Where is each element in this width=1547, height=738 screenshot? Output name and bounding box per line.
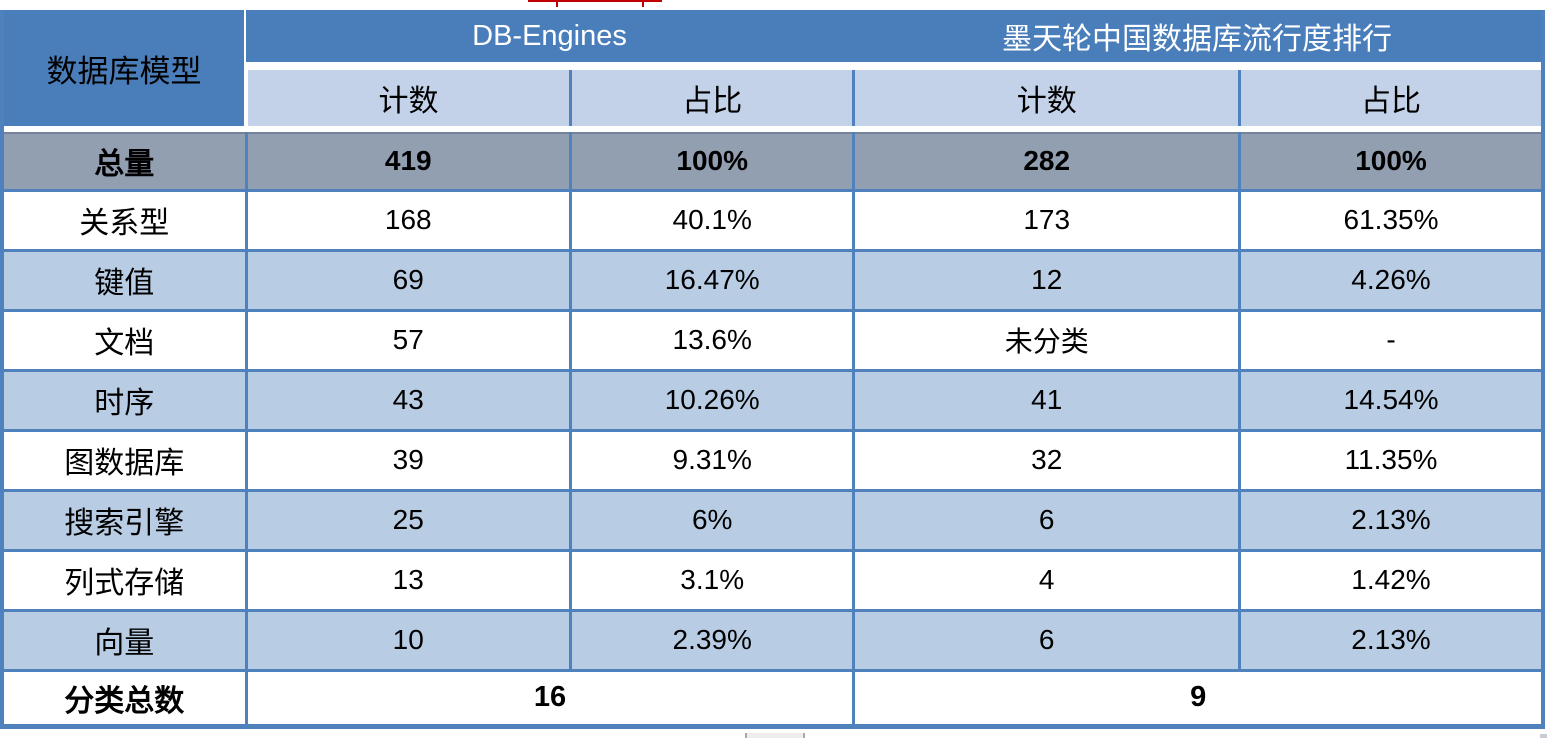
row-label: 文档 — [2, 310, 246, 372]
table-row: 列式存储 13 3.1% 4 1.42% — [2, 550, 1543, 612]
cell-value: 69 — [244, 250, 571, 312]
cell-value: 16.47% — [568, 250, 854, 312]
cell-value: 2.39% — [568, 610, 854, 672]
corner-header-cell: 数据库模型 — [2, 10, 246, 126]
red-underline-tick — [556, 0, 558, 7]
cell-value: 173 — [852, 190, 1240, 252]
cell-value: 40.1% — [568, 190, 854, 252]
row-label: 键值 — [2, 250, 246, 312]
cell-value: 100% — [1238, 132, 1543, 192]
cell-value: 6 — [852, 610, 1240, 672]
cell-value: 4.26% — [1238, 250, 1543, 312]
cell-value: 10 — [244, 610, 571, 672]
cell-value: 39 — [244, 430, 571, 492]
header-gap — [2, 62, 1543, 70]
cell-value: 10.26% — [568, 370, 854, 432]
cell-value: 11.35% — [1238, 430, 1543, 492]
cell-value: 419 — [244, 132, 571, 192]
cell-value: 14.54% — [1238, 370, 1543, 432]
row-label: 向量 — [2, 610, 246, 672]
cell-value: 6% — [568, 490, 854, 552]
cell-value: 13.6% — [568, 310, 854, 372]
table-row: 关系型 168 40.1% 173 61.35% — [2, 190, 1543, 252]
row-label: 图数据库 — [2, 430, 246, 492]
cell-value: 4 — [852, 550, 1240, 612]
cell-value: 12 — [852, 250, 1240, 312]
table-row: 文档 57 13.6% 未分类 - — [2, 310, 1543, 372]
sub-header-share-modb: 占比 — [1238, 70, 1543, 126]
scrollbar-corner-fragment — [1540, 734, 1547, 738]
row-label: 分类总数 — [2, 670, 246, 726]
cell-value: 25 — [244, 490, 571, 552]
cell-value: 1.42% — [1238, 550, 1543, 612]
total-row: 总量 419 100% 282 100% — [2, 132, 1543, 192]
sub-header-row: 计数 占比 计数 占比 — [2, 70, 1543, 126]
red-underline-artifact — [528, 0, 662, 2]
table-row: 向量 10 2.39% 6 2.13% — [2, 610, 1543, 672]
group-header-modb: 墨天轮中国数据库流行度排行 — [1002, 23, 1392, 56]
database-model-comparison-table: 数据库模型 DB-Engines 墨天轮中国数据库流行度排行 计数 占比 计数 … — [0, 10, 1545, 729]
cell-value: 3.1% — [568, 550, 854, 612]
row-label: 关系型 — [2, 190, 246, 252]
cell-value: 43 — [244, 370, 571, 432]
table-row: 图数据库 39 9.31% 32 11.35% — [2, 430, 1543, 492]
cell-value: 100% — [568, 132, 854, 192]
cell-value: 168 — [244, 190, 571, 252]
table-row: 搜索引擎 25 6% 6 2.13% — [2, 490, 1543, 552]
table-row: 键值 69 16.47% 12 4.26% — [2, 250, 1543, 312]
row-label: 时序 — [2, 370, 246, 432]
table-row: 时序 43 10.26% 41 14.54% — [2, 370, 1543, 432]
footer-row: 分类总数 16 9 — [2, 670, 1543, 726]
sub-header-count-modb: 计数 — [852, 70, 1240, 126]
cell-value: 6 — [852, 490, 1240, 552]
cell-value: 13 — [244, 550, 571, 612]
sub-header-count-db: 计数 — [244, 70, 571, 126]
cell-value: 57 — [244, 310, 571, 372]
red-underline-tick — [642, 0, 644, 7]
row-label: 搜索引擎 — [2, 490, 246, 552]
cell-value: 61.35% — [1238, 190, 1543, 252]
cell-value: 282 — [852, 132, 1240, 192]
cell-value: 2.13% — [1238, 490, 1543, 552]
cell-category-count-db: 16 — [244, 670, 854, 726]
row-label: 总量 — [2, 132, 246, 192]
group-header-row: 数据库模型 DB-Engines 墨天轮中国数据库流行度排行 — [2, 10, 1543, 126]
cell-value: 9.31% — [568, 430, 854, 492]
group-header-banner: DB-Engines 墨天轮中国数据库流行度排行 — [246, 10, 1543, 62]
cell-value: - — [1238, 310, 1543, 372]
row-label: 列式存储 — [2, 550, 246, 612]
cell-value: 41 — [852, 370, 1240, 432]
cell-value: 未分类 — [852, 310, 1240, 372]
horizontal-scrollbar-fragment[interactable] — [745, 733, 805, 738]
cell-category-count-modb: 9 — [852, 670, 1543, 726]
sub-header-share-db: 占比 — [568, 70, 854, 126]
cell-value: 2.13% — [1238, 610, 1543, 672]
header-gap — [2, 126, 1543, 133]
cell-value: 32 — [852, 430, 1240, 492]
group-header-db-engines: DB-Engines — [472, 19, 627, 52]
